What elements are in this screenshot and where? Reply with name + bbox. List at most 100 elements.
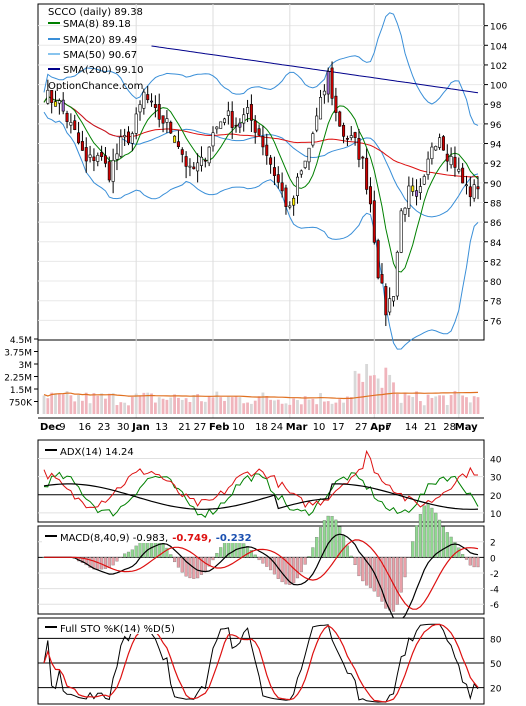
- macd-histogram-bar: [161, 543, 165, 558]
- price-tick-label: 102: [490, 62, 507, 72]
- volume-bar: [138, 396, 142, 414]
- volume-bar: [242, 403, 246, 414]
- volume-bar: [399, 402, 403, 414]
- candle-body: [384, 286, 388, 316]
- macd-histogram-bar: [326, 515, 330, 558]
- adx-tick-label: 10: [490, 510, 502, 520]
- volume-bar: [280, 403, 284, 414]
- volume-bar: [265, 396, 269, 414]
- macd-histogram-bar: [330, 516, 334, 558]
- date-label: 9: [59, 422, 65, 433]
- macd-histogram-bar: [134, 545, 138, 558]
- volume-bar: [395, 394, 399, 414]
- date-label: May: [455, 422, 478, 433]
- macd-histogram-bar: [422, 505, 426, 558]
- price-tick-label: 76: [490, 317, 502, 327]
- volume-bar: [88, 403, 92, 414]
- volume-bar: [165, 399, 169, 414]
- date-label: 27: [355, 422, 368, 433]
- candle-body: [226, 110, 230, 116]
- candle-body: [353, 132, 357, 138]
- volume-bar: [146, 392, 150, 414]
- price-tick-label: 106: [490, 23, 507, 33]
- candle-body: [54, 101, 58, 107]
- stochastic-tick-label: 80: [490, 635, 502, 645]
- volume-tick-label: 2.25M: [4, 374, 32, 384]
- candle-body: [261, 136, 265, 148]
- volume-bar: [415, 391, 418, 414]
- candle-body: [153, 104, 157, 108]
- candle-body: [361, 156, 365, 159]
- volume-bar: [334, 402, 338, 414]
- volume-bar: [342, 402, 345, 414]
- candle-body: [395, 251, 399, 297]
- volume-bar: [346, 396, 349, 414]
- candle-body: [169, 121, 173, 134]
- volume-bar: [322, 401, 326, 414]
- candle-body: [411, 185, 415, 192]
- macd-histogram-bar: [407, 557, 411, 558]
- volume-panel: [42, 364, 480, 414]
- candle-body: [173, 135, 177, 143]
- candle-body: [299, 170, 303, 175]
- candle-body: [199, 156, 203, 166]
- macd-histogram-bar: [311, 547, 315, 558]
- volume-average-line: [43, 391, 479, 400]
- candle-body: [165, 118, 169, 123]
- sma50-swatch: [48, 53, 60, 55]
- candle-body: [449, 156, 453, 166]
- candle-body: [272, 167, 276, 176]
- macd-histogram-bar: [126, 551, 131, 558]
- volume-bar: [411, 396, 415, 414]
- candle-body: [295, 176, 299, 196]
- candle-body: [203, 159, 207, 162]
- candle-body: [284, 187, 288, 207]
- volume-bar: [54, 393, 57, 414]
- candle-body: [445, 153, 449, 162]
- sma200-swatch: [48, 68, 60, 70]
- candle-body: [142, 91, 146, 109]
- macd-histogram-bar: [219, 547, 223, 558]
- macd-histogram-bar: [303, 557, 307, 565]
- date-label: Dec: [40, 422, 61, 433]
- price-tick-label: 96: [490, 121, 502, 131]
- macd-histogram-bar: [365, 557, 369, 586]
- macd-histogram-bar: [457, 547, 461, 558]
- candle-body: [157, 104, 161, 120]
- macd-histogram-bar: [284, 557, 288, 585]
- macd-histogram-bar: [92, 557, 96, 570]
- volume-bar: [246, 402, 249, 414]
- volume-bar: [61, 394, 65, 414]
- candle-body: [77, 132, 81, 144]
- macd-histogram-bar: [368, 557, 373, 588]
- candle-body: [345, 138, 349, 140]
- volume-bar: [326, 401, 330, 414]
- volume-bar: [296, 400, 299, 414]
- sma200-label: SMA(200) 99.10: [63, 65, 144, 76]
- price-tick-label: 104: [490, 42, 507, 52]
- candle-body: [57, 100, 61, 104]
- candle-body: [319, 97, 323, 120]
- volume-bar: [388, 374, 392, 414]
- macd-histogram-bar: [246, 546, 250, 558]
- volume-bar: [177, 397, 180, 414]
- price-grid: [38, 4, 484, 418]
- candle-body: [115, 153, 119, 160]
- volume-axis: 4.5M 3.75M 3M 2.25M 1.5M 750K: [4, 330, 39, 414]
- price-tick-label: 82: [490, 258, 501, 268]
- sma8-label: SMA(8) 89.18: [63, 19, 131, 30]
- macd-histogram-bar: [472, 557, 476, 568]
- candle-body: [111, 159, 115, 182]
- volume-bar: [438, 395, 441, 414]
- volume-bar: [369, 375, 372, 414]
- macd-histogram-bar: [265, 557, 269, 567]
- candle-body: [434, 146, 438, 151]
- volume-bar: [338, 399, 342, 414]
- volume-bar: [200, 401, 203, 414]
- macd-histogram-bar: [426, 503, 430, 558]
- date-label: 16: [78, 422, 91, 433]
- candle-body: [184, 156, 188, 167]
- volume-bar: [430, 397, 434, 414]
- date-label: 24: [270, 422, 283, 433]
